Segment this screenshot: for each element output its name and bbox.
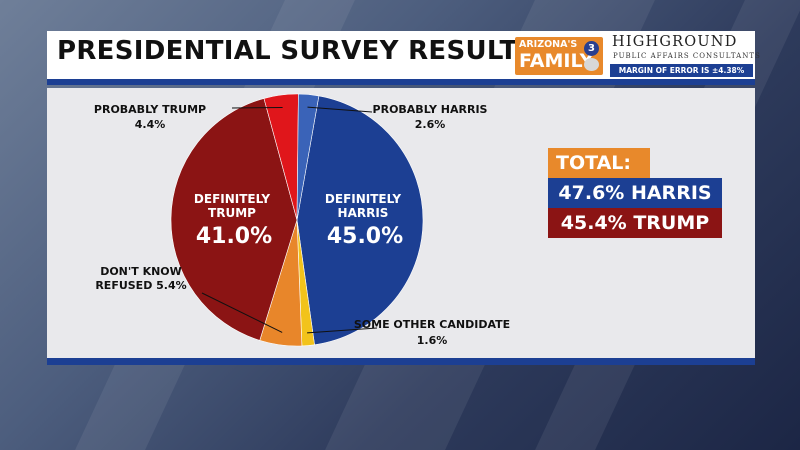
slice-value-definitely-harris: 45.0% bbox=[327, 224, 403, 249]
channel-3-icon: 3 bbox=[584, 41, 599, 56]
leader-line-probably-harris bbox=[307, 106, 373, 113]
slice-value-probably-harris: 2.6% bbox=[415, 118, 446, 131]
slice-value-probably-trump: 4.4% bbox=[135, 118, 166, 131]
logo-az-line2: FAMILY bbox=[519, 50, 594, 72]
chart-panel: DEFINITELY HARRIS 45.0% DEFINITELY TRUMP 41.0… bbox=[47, 88, 755, 358]
slice-label-definitely-trump: DEFINITELY TRUMP bbox=[194, 192, 270, 220]
slice-label-some-other: SOME OTHER CANDIDATE bbox=[354, 318, 510, 331]
total-heading: TOTAL: bbox=[548, 148, 650, 178]
total-trump: 45.4% TRUMP bbox=[548, 208, 722, 238]
slice-value-definitely-trump: 41.0% bbox=[196, 224, 272, 249]
title-accent-bar bbox=[47, 79, 755, 85]
cbs-eye-icon bbox=[584, 58, 599, 71]
pie-slice-definitely-trump bbox=[170, 98, 298, 341]
leader-line-some-other bbox=[307, 327, 378, 334]
logo-az-line1: ARIZONA'S bbox=[519, 39, 578, 50]
highground-logo-subtitle: PUBLIC AFFAIRS CONSULTANTS bbox=[613, 52, 761, 60]
arizonas-family-logo: ARIZONA'S FAMILY 3 bbox=[515, 37, 603, 75]
leader-line-probably-trump bbox=[231, 107, 283, 109]
pie-chart: DEFINITELY HARRIS 45.0% DEFINITELY TRUMP 41.0… bbox=[94, 93, 510, 347]
slice-value-some-other: 1.6% bbox=[417, 334, 448, 347]
panel-accent-bar bbox=[47, 358, 755, 365]
slice-label-probably-harris: PROBABLY HARRIS bbox=[373, 103, 488, 116]
slice-label-definitely-harris: DEFINITELY HARRIS bbox=[325, 192, 401, 220]
slice-label-probably-trump: PROBABLY TRUMP bbox=[94, 103, 206, 116]
page-title: PRESIDENTIAL SURVEY RESULTS bbox=[57, 36, 537, 66]
title-bar: PRESIDENTIAL SURVEY RESULTS ARIZONA'S FA… bbox=[47, 31, 760, 79]
pie-slice-probably-harris bbox=[296, 93, 320, 221]
highground-logo-name: HIGHGROUND bbox=[612, 34, 738, 50]
margin-of-error-badge: MARGIN OF ERROR IS ±4.38% bbox=[610, 64, 753, 77]
pie-slice-definitely-harris bbox=[296, 95, 424, 346]
total-harris: 47.6% HARRIS bbox=[548, 178, 722, 208]
leader-line-dont-know bbox=[201, 292, 283, 333]
slice-label-dont-know: DON'T KNOW REFUSED 5.4% bbox=[95, 265, 186, 292]
